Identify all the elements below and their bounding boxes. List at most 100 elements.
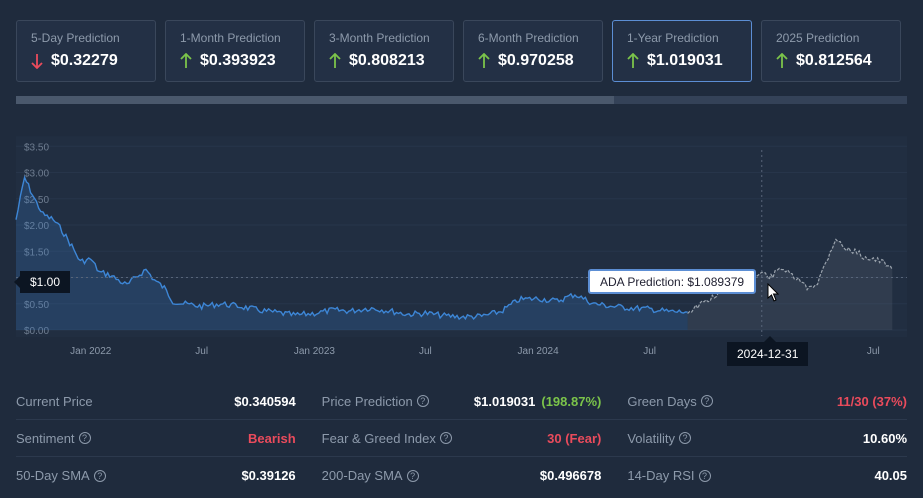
x-tick-label: Jan 2023 <box>294 346 336 357</box>
stat-value: $0.39126 <box>241 468 296 483</box>
help-icon[interactable]: ? <box>416 395 429 407</box>
arrow-up-icon <box>627 53 639 68</box>
stat-value: $1.019031 <box>473 393 536 409</box>
stat-14-day-rsi: 14-Day RSI? 40.05 <box>627 468 907 483</box>
stat-change-percent: (198.87%) <box>541 393 602 409</box>
x-tick-label: Jan 2022 <box>70 346 112 357</box>
stat-price-prediction: Price Prediction? $1.019031 (198.87%) <box>322 394 602 409</box>
stat-label: Volatility <box>627 430 676 446</box>
card-label: 5-Day Prediction <box>31 31 120 45</box>
stat-value-group: $1.019031 (198.87%) <box>474 394 601 409</box>
stat-key: Fear & Greed Index? <box>322 431 452 446</box>
x-tick-label: Jul <box>419 346 432 357</box>
stat-green-days: Green Days? 11/30 (37%) <box>627 394 907 409</box>
forecast-area <box>687 239 893 330</box>
stat-key: Price Prediction? <box>322 394 429 409</box>
stat-sentiment: Sentiment? Bearish <box>16 431 296 446</box>
card-value-row: $0.970258 <box>478 52 588 70</box>
card-value: $0.393923 <box>200 52 276 69</box>
card-value-row: $0.32279 <box>31 52 141 70</box>
price-chart[interactable]: $3.50 $3.00 $2.50 $2.00 $1.50 $1.00 $0.50 $0.00… <box>0 130 923 370</box>
stat-value: 10.60% <box>862 430 908 446</box>
stat-value: 30 (Fear) <box>547 430 602 446</box>
mouse-cursor-icon <box>767 283 780 302</box>
help-icon[interactable]: ? <box>406 469 419 482</box>
stat-volatility: Volatility? 10.60% <box>627 431 907 446</box>
card-value: $1.019031 <box>647 52 723 69</box>
help-icon[interactable]: ? <box>679 432 692 444</box>
arrow-up-icon <box>180 53 192 68</box>
stat-200-day-sma: 200-Day SMA? $0.496678 <box>322 468 602 483</box>
prediction-card-5-day[interactable]: 5-Day Prediction $0.32279 <box>16 20 156 82</box>
arrow-up-icon <box>329 53 341 68</box>
history-area <box>16 177 688 330</box>
stat-current-price: Current Price $0.340594 <box>16 394 296 409</box>
x-tick-label: Jan 2024 <box>518 346 560 357</box>
x-tick-label: Jul <box>867 346 880 357</box>
stat-label: Sentiment <box>16 430 75 446</box>
card-label: 2025 Prediction <box>776 31 860 45</box>
y-tick-label: $3.00 <box>24 169 49 180</box>
arrow-up-icon <box>776 53 788 68</box>
stat-label: 14-Day RSI <box>627 468 695 483</box>
price-crosshair-label: $1.00 <box>13 271 71 293</box>
card-value: $0.32279 <box>51 52 118 69</box>
card-value: $0.812564 <box>796 52 872 69</box>
stat-label: Fear & Greed Index <box>321 430 436 446</box>
stat-value: 11/30 (37%) <box>836 393 908 409</box>
help-icon[interactable]: ? <box>78 432 91 444</box>
help-icon[interactable]: ? <box>698 469 711 482</box>
prediction-card-2025[interactable]: 2025 Prediction $0.812564 <box>761 20 901 82</box>
y-tick-label: $2.00 <box>24 221 49 232</box>
card-value-row: $0.393923 <box>180 52 290 70</box>
x-tick-label: Jul <box>195 346 208 357</box>
y-tick-label: $0.00 <box>24 326 49 337</box>
stat-label: Price Prediction <box>321 393 413 409</box>
prediction-card-6-month[interactable]: 6-Month Prediction $0.970258 <box>463 20 603 82</box>
prediction-cards: 5-Day Prediction $0.32279 1-Month Predic… <box>16 20 907 82</box>
y-tick-label: $0.50 <box>24 300 49 311</box>
stat-label: 200-Day SMA <box>321 468 403 483</box>
stat-50-day-sma: 50-Day SMA? $0.39126 <box>16 468 296 483</box>
stat-value: $0.496678 <box>539 468 602 483</box>
stat-key: 200-Day SMA? <box>322 468 419 483</box>
stat-value: 40.05 <box>874 468 908 483</box>
x-tick-label: Jul <box>643 346 656 357</box>
card-value-row: $1.019031 <box>627 52 737 70</box>
stat-key: 50-Day SMA? <box>16 468 106 483</box>
stat-value: $0.340594 <box>234 393 296 409</box>
stat-label: Current Price <box>16 393 93 409</box>
card-value: $0.970258 <box>498 52 574 69</box>
price-history-line <box>15 175 688 321</box>
prediction-card-1-year[interactable]: 1-Year Prediction $1.019031 <box>612 20 752 82</box>
stat-key: Green Days? <box>627 393 713 409</box>
stats-row: 50-Day SMA? $0.39126 200-Day SMA? $0.496… <box>16 457 907 494</box>
card-value: $0.808213 <box>349 52 425 69</box>
stat-fear-greed: Fear & Greed Index? 30 (Fear) <box>322 431 602 446</box>
stat-key: Current Price <box>16 394 93 409</box>
arrow-up-icon <box>478 53 490 68</box>
chart-range-scrollbar[interactable] <box>16 96 907 104</box>
stats-row: Sentiment? Bearish Fear & Greed Index? 3… <box>16 420 907 457</box>
y-tick-label: $2.50 <box>24 195 49 206</box>
stat-key: 14-Day RSI? <box>627 468 711 483</box>
date-crosshair-label: 2024-12-31 <box>727 336 809 366</box>
card-value-row: $0.808213 <box>329 52 439 70</box>
help-icon[interactable]: ? <box>439 432 452 444</box>
arrow-down-icon <box>31 54 43 69</box>
scrollbar-thumb[interactable] <box>16 96 614 104</box>
help-icon[interactable]: ? <box>93 469 106 482</box>
stat-label: Green Days <box>627 393 697 409</box>
card-value-row: $0.812564 <box>776 52 886 70</box>
stats-table: Current Price $0.340594 Price Prediction… <box>16 383 907 494</box>
stat-key: Volatility? <box>627 430 692 446</box>
prediction-card-3-month[interactable]: 3-Month Prediction $0.808213 <box>314 20 454 82</box>
help-icon[interactable]: ? <box>700 395 713 407</box>
card-label: 1-Month Prediction <box>180 31 281 45</box>
card-label: 3-Month Prediction <box>329 31 430 45</box>
stats-row: Current Price $0.340594 Price Prediction… <box>16 383 907 420</box>
stat-label: 50-Day SMA <box>16 468 90 483</box>
prediction-card-1-month[interactable]: 1-Month Prediction $0.393923 <box>165 20 305 82</box>
stat-key: Sentiment? <box>16 431 91 446</box>
stat-value: Bearish <box>247 430 296 446</box>
